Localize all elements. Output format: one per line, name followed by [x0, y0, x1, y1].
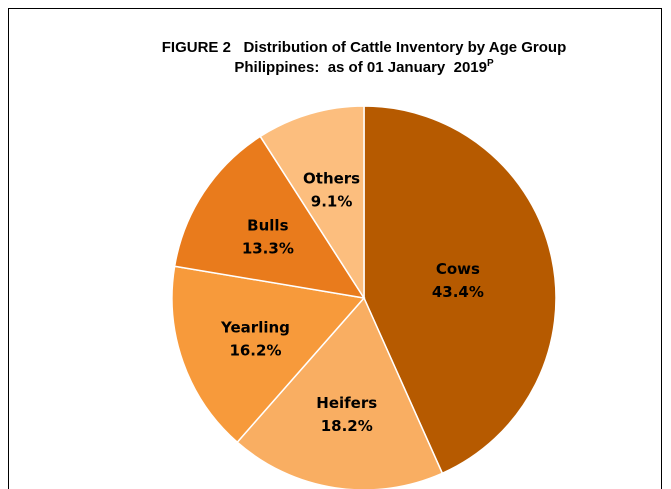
slice-value-label: 13.3%	[242, 240, 294, 258]
slice-value-label: 43.4%	[432, 283, 484, 301]
slice-category-label: Bulls	[247, 217, 288, 235]
chart-subtitle-group: Philippines: as of 01 January 2019P	[234, 58, 494, 76]
subtitle-superscript: P	[487, 58, 494, 69]
chart-title: FIGURE 2 Distribution of Cattle Inventor…	[162, 39, 566, 56]
slice-category-label: Heifers	[316, 394, 377, 412]
pie-slice	[171, 265, 366, 444]
slice-category-label: Others	[303, 169, 360, 187]
pie: Cows 43.4% Heifers 18.2% Yearling 16.2% Bulls 1…	[171, 105, 557, 489]
pie-slice	[173, 135, 366, 300]
slice-value-label: 9.1%	[311, 192, 353, 210]
pie-slice	[363, 105, 557, 475]
slice-value-label: 18.2%	[321, 417, 373, 435]
slice-value-label: 16.2%	[229, 342, 281, 360]
slice-category-label: Cows	[436, 260, 480, 278]
slice-category-label: Yearling	[220, 319, 290, 337]
chart-subtitle: Philippines: as of 01 January 2019	[234, 59, 487, 76]
pie-slice	[236, 296, 444, 489]
pie-slice	[259, 105, 365, 301]
